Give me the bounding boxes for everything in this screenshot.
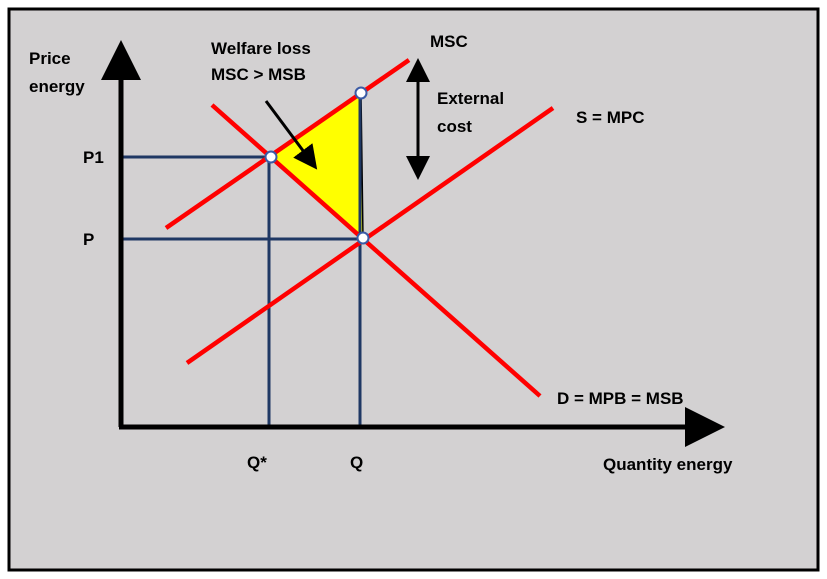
supply-mpc-curve	[185, 106, 555, 365]
msc-label: MSC	[430, 32, 468, 51]
msc-at-q-point	[354, 86, 368, 100]
y-axis-label-line2: energy	[29, 77, 85, 96]
supply-label: S = MPC	[576, 108, 645, 127]
p-label: P	[83, 230, 94, 249]
q-star-label: Q*	[247, 453, 267, 472]
external-cost-label-line2: cost	[437, 117, 472, 136]
demand-label: D = MPB = MSB	[557, 389, 684, 408]
y-axis-label-line1: Price	[29, 49, 71, 68]
q-label: Q	[350, 453, 363, 472]
market-equilibrium-point	[356, 231, 370, 245]
welfare-loss-label-line1: Welfare loss	[211, 39, 311, 58]
diagram-background	[7, 7, 820, 572]
p1-label: P1	[83, 148, 104, 167]
x-axis-label: Quantity energy	[603, 455, 733, 474]
welfare-loss-label-line2: MSC > MSB	[211, 65, 306, 84]
msc-demand-intersection	[264, 150, 278, 164]
msc-curve	[164, 58, 411, 230]
external-cost-label-line1: External	[437, 89, 504, 108]
welfare-pointer-arrow	[264, 100, 318, 170]
